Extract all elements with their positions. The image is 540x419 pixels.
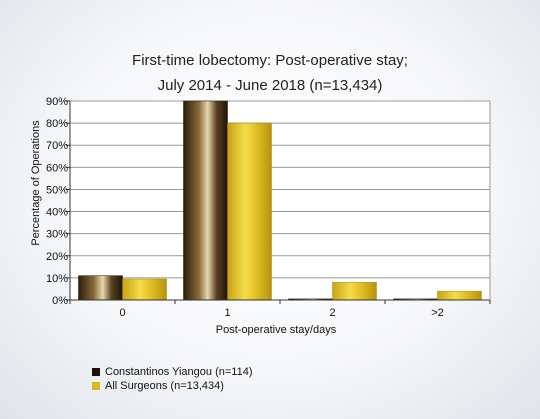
y-tick-label: 20%: [46, 251, 68, 263]
legend-label-surgeon: Constantinos Yiangou (n=114): [105, 366, 253, 378]
y-tick-label: 60%: [46, 162, 68, 174]
x-tick-label: 0: [119, 307, 125, 319]
bar-all-surgeons: [227, 122, 272, 301]
chart-title-line-2: July 2014 - June 2018 (n=13,434): [157, 77, 383, 94]
bar-all-surgeons: [122, 278, 167, 301]
y-tick-label: 80%: [46, 118, 68, 130]
plot-area: [70, 101, 490, 300]
legend-item-all-surgeons: All Surgeons (n=13,434): [92, 380, 224, 392]
legend-swatch-all-surgeons: [92, 382, 100, 390]
bar-surgeon: [78, 275, 123, 301]
chart-title-line-1: First-time lobectomy: Post-operative sta…: [132, 52, 408, 69]
x-axis-label: Post-operative stay/days: [216, 324, 337, 336]
bar-all-surgeons: [437, 290, 482, 301]
legend-label-all-surgeons: All Surgeons (n=13,434): [105, 380, 224, 392]
y-tick-label: 0%: [52, 295, 68, 307]
bar-surgeon: [183, 100, 228, 301]
x-tick-label: 2: [329, 307, 335, 319]
y-axis-label: Percentage of Operations: [30, 120, 42, 246]
y-tick-label: 50%: [46, 184, 68, 196]
bar-all-surgeons: [332, 282, 377, 301]
y-tick-label: 70%: [46, 140, 68, 152]
y-tick-label: 10%: [46, 273, 68, 285]
x-tick-label: >2: [431, 307, 444, 319]
y-tick-label: 30%: [46, 229, 68, 241]
y-tick-label: 90%: [46, 96, 68, 108]
legend-item-surgeon: Constantinos Yiangou (n=114): [92, 366, 253, 378]
x-tick-label: 1: [224, 307, 230, 319]
y-tick-label: 40%: [46, 207, 68, 219]
legend-swatch-surgeon: [92, 368, 100, 376]
